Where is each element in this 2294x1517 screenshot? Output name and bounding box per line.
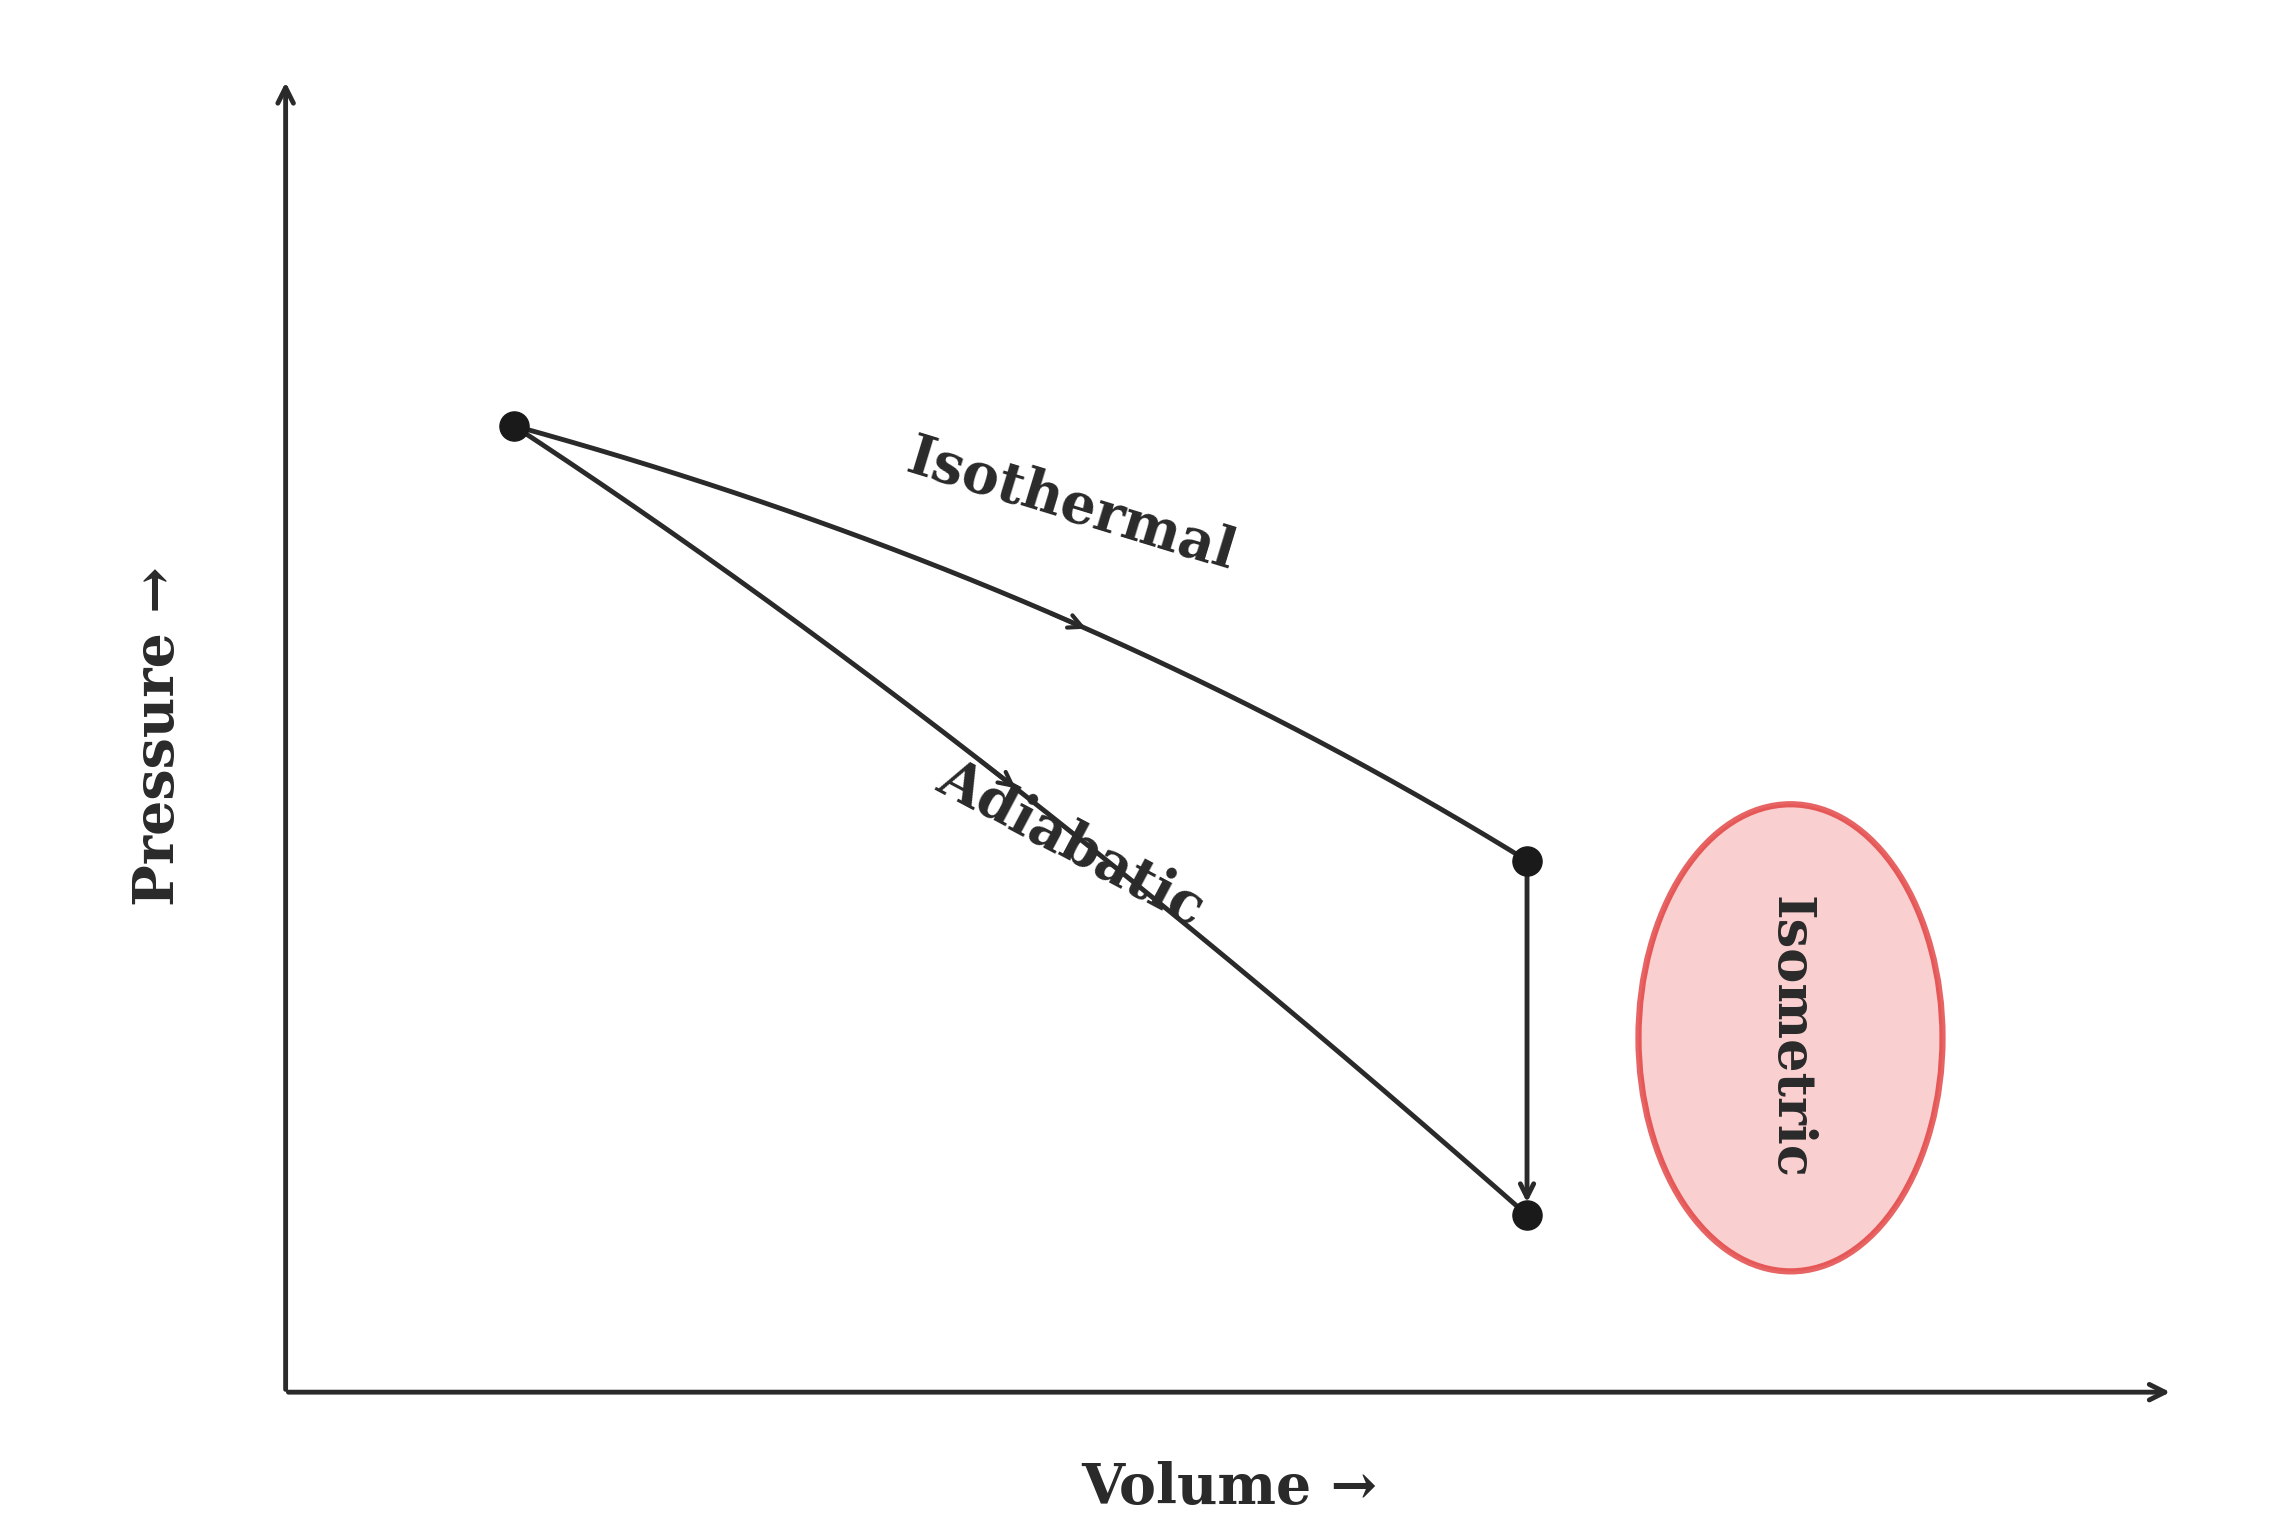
Ellipse shape	[1638, 804, 1943, 1271]
Text: Isometric: Isometric	[1764, 897, 1817, 1179]
Text: Isothermal: Isothermal	[899, 431, 1241, 583]
Point	[496, 414, 532, 438]
Point	[1509, 848, 1546, 872]
Text: Pressure →: Pressure →	[131, 566, 186, 906]
Text: Volume →: Volume →	[1080, 1461, 1376, 1517]
Text: Adiabatic: Adiabatic	[929, 751, 1214, 938]
Point	[1509, 1203, 1546, 1227]
